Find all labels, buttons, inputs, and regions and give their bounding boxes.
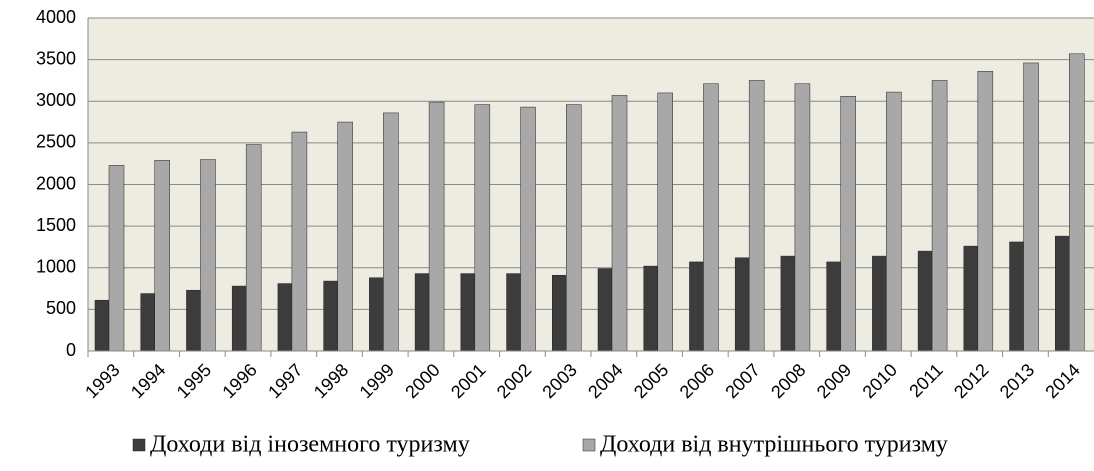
bar bbox=[414, 273, 430, 352]
bar bbox=[94, 299, 110, 352]
bar bbox=[1023, 62, 1039, 352]
bar bbox=[826, 261, 841, 352]
y-tick-label: 3000 bbox=[36, 90, 76, 110]
legend-label: Доходи від іноземного туризму bbox=[150, 432, 470, 458]
x-tick-label: 2001 bbox=[447, 360, 489, 402]
x-tick-label: 1995 bbox=[173, 360, 215, 402]
x-tick-label: 2009 bbox=[813, 360, 855, 402]
y-tick-label: 1000 bbox=[36, 257, 76, 277]
bar bbox=[506, 273, 521, 352]
bar bbox=[323, 280, 338, 352]
bar bbox=[886, 91, 902, 352]
x-tick-label: 2013 bbox=[996, 360, 1038, 402]
bar bbox=[245, 144, 262, 352]
x-tick-label: 2008 bbox=[767, 360, 809, 402]
bar bbox=[108, 165, 125, 352]
bar bbox=[872, 255, 887, 352]
y-tick-label: 4000 bbox=[36, 7, 76, 27]
bar bbox=[931, 80, 948, 352]
bar bbox=[977, 71, 994, 352]
bar bbox=[643, 265, 658, 352]
x-tick-label: 1998 bbox=[310, 360, 352, 402]
y-tick-label: 0 bbox=[66, 340, 76, 360]
bar bbox=[1055, 235, 1070, 352]
bar bbox=[552, 274, 567, 352]
bar bbox=[780, 255, 796, 352]
x-tick-label: 1997 bbox=[264, 360, 306, 402]
x-tick-label: 2010 bbox=[859, 360, 901, 402]
bar bbox=[566, 104, 582, 352]
bar bbox=[291, 131, 308, 352]
bar bbox=[231, 285, 247, 352]
x-tick-label: 1993 bbox=[81, 360, 123, 402]
bar bbox=[794, 83, 811, 352]
bar bbox=[611, 95, 628, 352]
bar bbox=[1009, 241, 1024, 352]
bar bbox=[154, 160, 170, 352]
legend-swatch bbox=[582, 438, 596, 452]
bar bbox=[657, 92, 673, 352]
x-tick-label: 2006 bbox=[676, 360, 718, 402]
bar bbox=[277, 283, 293, 352]
x-tick-label: 2011 bbox=[905, 360, 947, 402]
legend-swatch bbox=[132, 438, 146, 452]
bar bbox=[186, 289, 201, 352]
y-tick-label: 3500 bbox=[36, 48, 76, 68]
x-tick-label: 2004 bbox=[584, 360, 626, 402]
bar bbox=[200, 159, 216, 352]
bar bbox=[1069, 53, 1085, 352]
x-tick-label: 1996 bbox=[218, 360, 260, 402]
bar bbox=[383, 112, 399, 352]
y-tick-label: 500 bbox=[46, 298, 76, 318]
x-tick-label: 2007 bbox=[721, 360, 763, 402]
bar bbox=[597, 268, 613, 352]
x-tick-label: 1999 bbox=[356, 360, 398, 402]
bar bbox=[917, 250, 933, 352]
bar bbox=[369, 277, 384, 352]
bar bbox=[748, 80, 765, 352]
bar bbox=[689, 261, 704, 352]
x-tick-label: 1994 bbox=[127, 360, 169, 402]
y-tick-label: 2000 bbox=[36, 173, 76, 193]
x-tick-label: 2003 bbox=[539, 360, 581, 402]
legend-label: Доходи від внутрішнього туризму bbox=[600, 432, 948, 458]
bar bbox=[474, 104, 491, 352]
bar bbox=[703, 83, 719, 352]
bar bbox=[734, 257, 750, 352]
y-tick-label: 2500 bbox=[36, 132, 76, 152]
y-tick-label: 1500 bbox=[36, 215, 76, 235]
bar bbox=[337, 121, 353, 352]
bar bbox=[520, 106, 536, 352]
bar bbox=[460, 273, 476, 352]
bar bbox=[140, 293, 155, 352]
x-tick-label: 2012 bbox=[950, 360, 992, 402]
bar bbox=[840, 96, 856, 352]
bar bbox=[428, 101, 445, 352]
x-tick-label: 2002 bbox=[493, 360, 535, 402]
x-tick-label: 2000 bbox=[401, 360, 443, 402]
x-tick-label: 2014 bbox=[1042, 360, 1084, 402]
bar bbox=[963, 245, 979, 352]
x-tick-label: 2005 bbox=[630, 360, 672, 402]
